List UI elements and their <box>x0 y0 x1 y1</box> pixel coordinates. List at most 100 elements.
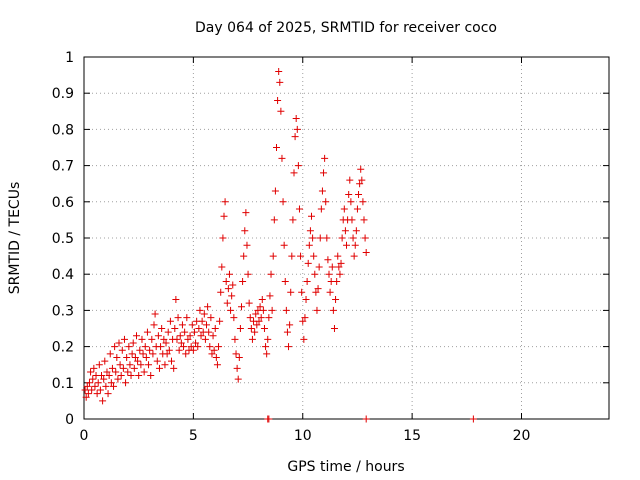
data-point <box>351 241 359 249</box>
data-point <box>329 306 337 314</box>
data-point <box>99 397 107 405</box>
data-point <box>138 335 146 343</box>
data-point <box>175 346 183 354</box>
data-point <box>300 335 308 343</box>
y-tick-label: 0.4 <box>52 267 74 283</box>
data-point <box>263 350 271 358</box>
data-point <box>88 386 96 394</box>
data-point <box>316 234 324 242</box>
data-point <box>321 154 329 162</box>
data-point <box>184 335 192 343</box>
data-point <box>333 277 341 285</box>
data-point <box>206 343 214 351</box>
data-point <box>309 234 317 242</box>
data-point <box>153 357 161 365</box>
data-point <box>293 125 301 133</box>
data-point <box>174 314 182 322</box>
data-point <box>103 368 111 376</box>
data-point <box>98 372 105 380</box>
y-tick-label: 0.8 <box>52 122 74 138</box>
y-tick-label: 0.2 <box>52 340 74 356</box>
data-point <box>90 364 98 372</box>
data-point <box>201 335 209 343</box>
data-point <box>142 353 150 361</box>
data-point <box>168 357 175 365</box>
data-point <box>246 314 254 322</box>
data-point <box>89 375 97 383</box>
data-point <box>274 96 282 104</box>
data-point <box>136 346 144 354</box>
x-tick-label: 10 <box>294 428 312 444</box>
data-point <box>207 314 215 322</box>
data-point <box>134 357 142 365</box>
data-point <box>280 241 288 249</box>
data-point <box>87 368 95 376</box>
data-point <box>200 310 208 318</box>
data-point <box>125 343 133 351</box>
data-point <box>133 332 140 340</box>
data-point <box>140 368 148 376</box>
data-point <box>195 325 203 332</box>
data-point <box>146 346 154 354</box>
data-point <box>244 270 252 278</box>
data-point <box>239 277 247 285</box>
data-point <box>469 415 477 423</box>
data-point <box>266 292 274 300</box>
data-point <box>361 234 369 242</box>
data-point <box>358 176 366 184</box>
data-point <box>126 361 134 369</box>
data-point <box>326 288 334 296</box>
data-point <box>129 339 137 347</box>
data-point <box>242 209 250 217</box>
data-point <box>131 353 139 361</box>
data-point <box>353 205 361 213</box>
data-point <box>135 372 143 380</box>
data-point <box>347 198 355 206</box>
data-point <box>297 252 305 260</box>
data-point <box>189 346 197 354</box>
data-point <box>148 335 156 343</box>
data-point <box>262 343 270 351</box>
data-point <box>204 303 212 311</box>
data-point <box>317 205 325 213</box>
data-point <box>160 335 168 343</box>
data-point <box>248 335 256 343</box>
data-point <box>212 353 220 361</box>
data-point <box>186 332 194 340</box>
data-point <box>306 227 314 235</box>
data-point <box>332 296 340 304</box>
data-point <box>213 361 221 369</box>
data-point <box>177 339 185 347</box>
data-point <box>270 216 278 224</box>
data-point <box>278 154 286 162</box>
data-point <box>356 180 364 188</box>
data-point <box>320 169 328 177</box>
data-point <box>288 252 296 260</box>
data-point <box>139 350 147 358</box>
data-point <box>95 361 103 369</box>
data-point <box>218 263 226 271</box>
data-point <box>190 328 198 336</box>
data-point <box>362 415 370 423</box>
data-point <box>117 372 125 380</box>
data-point <box>310 252 318 260</box>
data-point <box>216 317 224 325</box>
data-point <box>241 227 249 235</box>
data-point <box>176 332 184 340</box>
data-point <box>323 234 331 242</box>
data-point <box>111 343 119 351</box>
data-point <box>163 350 171 358</box>
data-point <box>127 372 135 380</box>
data-point <box>341 227 349 235</box>
data-point <box>198 317 206 325</box>
data-point <box>336 270 344 278</box>
data-point <box>101 357 109 365</box>
data-point <box>315 263 323 271</box>
data-point <box>158 325 166 332</box>
data-point <box>149 350 157 358</box>
data-point <box>291 133 299 141</box>
data-point <box>236 325 244 332</box>
data-point <box>130 364 138 372</box>
data-point <box>357 165 365 173</box>
data-point <box>245 299 253 307</box>
